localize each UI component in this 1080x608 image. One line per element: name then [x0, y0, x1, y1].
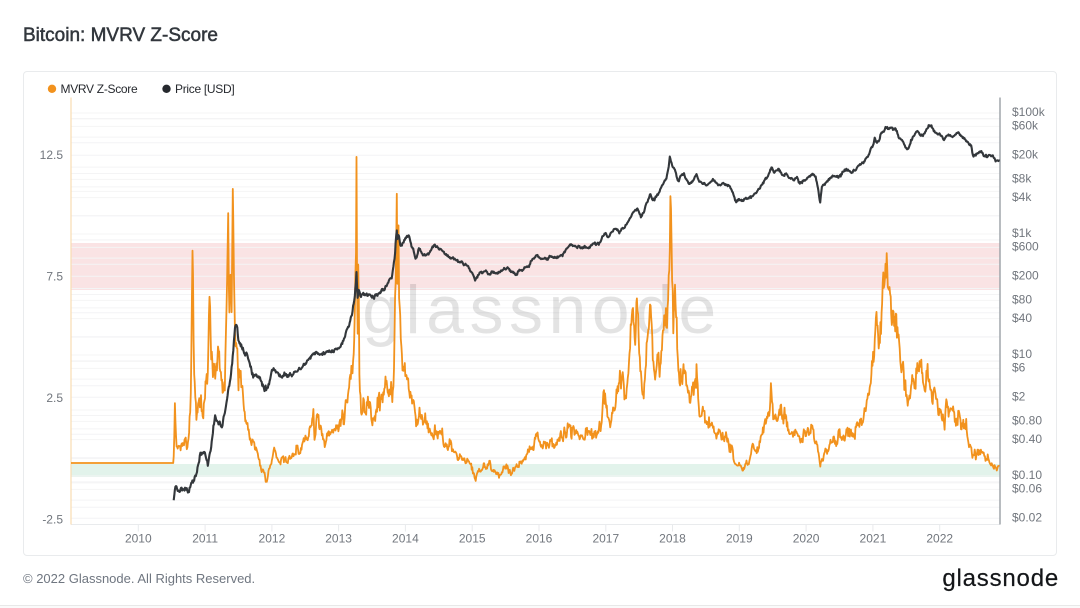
svg-text:2015: 2015: [459, 532, 486, 546]
svg-text:$80: $80: [1012, 293, 1032, 307]
svg-text:$0.10: $0.10: [1012, 468, 1042, 482]
svg-text:glassnode: glassnode: [362, 272, 722, 348]
svg-text:$40: $40: [1012, 311, 1032, 325]
svg-text:$200: $200: [1012, 269, 1039, 283]
svg-text:$0.02: $0.02: [1012, 511, 1042, 525]
svg-text:$600: $600: [1012, 240, 1039, 254]
svg-text:$0.40: $0.40: [1012, 432, 1042, 446]
svg-text:12.5: 12.5: [40, 148, 64, 162]
svg-text:2019: 2019: [726, 532, 753, 546]
svg-text:2021: 2021: [860, 532, 887, 546]
svg-text:$100k: $100k: [1012, 105, 1046, 119]
svg-text:MVRV Z-Score: MVRV Z-Score: [61, 82, 138, 96]
svg-text:$60k: $60k: [1012, 119, 1039, 133]
svg-text:$0.80: $0.80: [1012, 414, 1042, 428]
svg-text:2.5: 2.5: [46, 391, 63, 405]
svg-text:$20k: $20k: [1012, 148, 1039, 162]
svg-text:2018: 2018: [659, 532, 686, 546]
svg-text:2016: 2016: [526, 532, 553, 546]
svg-text:-2.5: -2.5: [42, 512, 63, 526]
svg-text:$1k: $1k: [1012, 226, 1032, 240]
svg-text:$0.06: $0.06: [1012, 482, 1042, 496]
svg-text:2017: 2017: [592, 532, 619, 546]
svg-text:2010: 2010: [125, 532, 152, 546]
svg-text:$10: $10: [1012, 347, 1032, 361]
svg-text:Price [USD]: Price [USD]: [175, 82, 234, 96]
svg-text:$8k: $8k: [1012, 172, 1032, 186]
svg-text:2022: 2022: [926, 532, 953, 546]
svg-text:$4k: $4k: [1012, 190, 1032, 204]
svg-text:2012: 2012: [259, 532, 286, 546]
svg-text:2014: 2014: [392, 532, 419, 546]
svg-text:2011: 2011: [192, 532, 218, 546]
svg-text:$2: $2: [1012, 390, 1026, 404]
svg-text:7.5: 7.5: [46, 269, 63, 283]
svg-text:$6: $6: [1012, 361, 1026, 375]
svg-text:2013: 2013: [325, 532, 352, 546]
svg-text:2020: 2020: [793, 532, 820, 546]
